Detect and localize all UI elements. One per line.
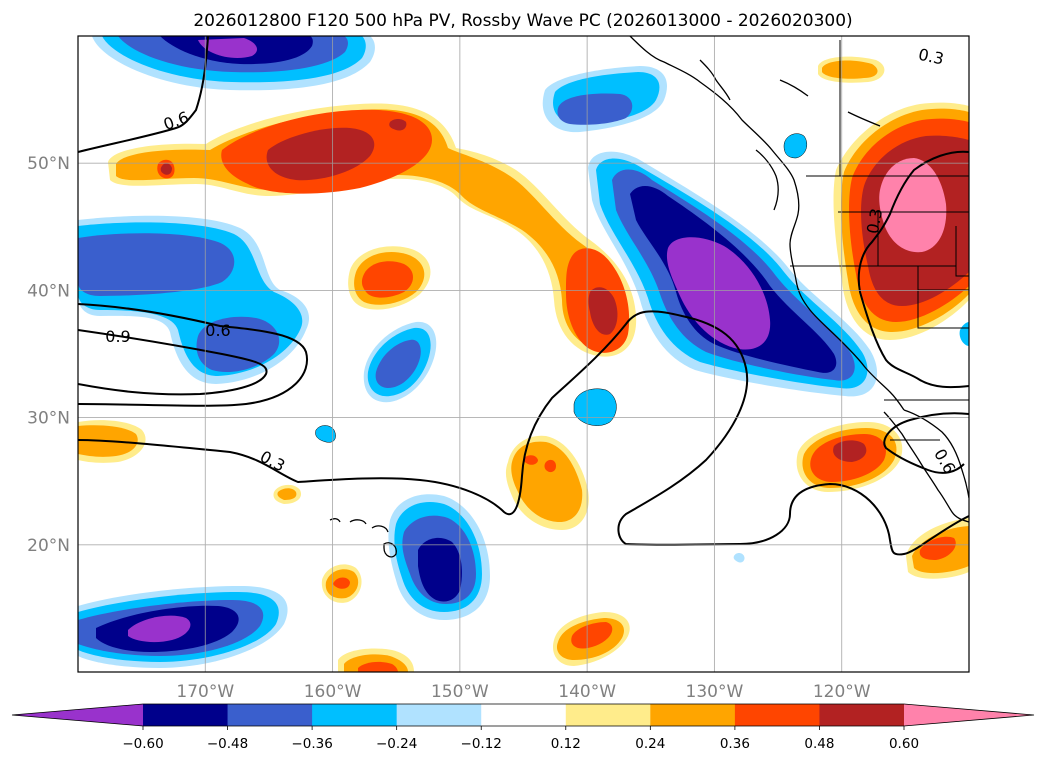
lat-tick-label: 50°N bbox=[27, 154, 70, 174]
colorbar-tick-label: −0.60 bbox=[122, 736, 163, 752]
pv-negative-small-2 bbox=[573, 388, 617, 426]
pv-negative-pacific-northwest bbox=[542, 66, 667, 133]
contour-label-0.3-northeast: 0.3 bbox=[917, 45, 946, 69]
colorbar-tick-label: 0.60 bbox=[889, 736, 919, 752]
pv-negative-west-central bbox=[78, 215, 310, 384]
lat-tick-label: 30°N bbox=[27, 409, 70, 429]
coastlines bbox=[329, 36, 969, 558]
colorbar-segment bbox=[396, 704, 482, 726]
pv-positive-central-small bbox=[348, 246, 431, 310]
pv-positive-small-spots bbox=[273, 484, 362, 603]
contour-label-0.6-west: 0.6 bbox=[205, 321, 230, 340]
colorbar-segment bbox=[227, 704, 313, 726]
latitude-tick-labels: 20°N 30°N 40°N 50°N bbox=[27, 154, 70, 556]
colorbar-segment bbox=[650, 704, 736, 726]
lon-tick-label: 130°W bbox=[686, 682, 744, 702]
lon-tick-label: 120°W bbox=[813, 682, 871, 702]
lon-tick-label: 160°W bbox=[304, 682, 362, 702]
colorbar: −0.60 −0.48 −0.36 −0.24 −0.12 0.12 0.24 0.36 0.4… bbox=[11, 703, 1035, 752]
pv-positive-south-central bbox=[552, 612, 630, 666]
map-panel: 0.6 0.9 0.6 0.3 0.3 0.3 0.6 bbox=[77, 35, 970, 673]
pv-negative-tiny bbox=[315, 425, 336, 443]
pv-positive-subtropical bbox=[505, 435, 589, 530]
pv-positive-alaska-spot bbox=[818, 56, 885, 83]
pv-positive-bottom-center bbox=[338, 648, 414, 672]
map-title: 2026012800 F120 500 hPa PV, Rossby Wave … bbox=[193, 11, 852, 31]
colorbar-segment bbox=[312, 704, 398, 726]
map-content: 0.6 0.9 0.6 0.3 0.3 0.3 0.6 bbox=[78, 36, 969, 672]
lat-tick-label: 20°N bbox=[27, 536, 70, 556]
gridlines bbox=[78, 36, 969, 672]
colorbar-tick-label: −0.12 bbox=[461, 736, 502, 752]
colorbar-tick-label: 0.36 bbox=[720, 736, 750, 752]
lon-tick-label: 140°W bbox=[558, 682, 616, 702]
contour-label-0.9: 0.9 bbox=[105, 327, 130, 346]
pv-negative-dot bbox=[733, 553, 745, 563]
colorbar-segment bbox=[143, 704, 229, 726]
colorbar-segment bbox=[481, 704, 567, 726]
lon-tick-label: 170°W bbox=[176, 682, 234, 702]
colorbar-tick-label: −0.48 bbox=[207, 736, 248, 752]
pv-positive-ridge-east bbox=[833, 102, 969, 340]
pv-negative-central-small bbox=[363, 321, 437, 403]
pv-positive-baja bbox=[796, 422, 903, 492]
contour-label-0.3-ridge: 0.3 bbox=[863, 207, 886, 235]
colorbar-extend-low bbox=[12, 704, 143, 726]
pv-positive-ridge-band bbox=[108, 103, 637, 357]
colorbar-segment bbox=[819, 704, 905, 726]
pv-negative-top-left bbox=[92, 36, 375, 91]
colorbar-tick-label: −0.24 bbox=[376, 736, 417, 752]
pv-negative-small-inland bbox=[783, 133, 807, 159]
colorbar-tick-label: 0.48 bbox=[804, 736, 834, 752]
colorbar-extend-high bbox=[904, 704, 1034, 726]
colorbar-tick-label: 0.24 bbox=[635, 736, 665, 752]
colorbar-tick-label: −0.36 bbox=[291, 736, 332, 752]
pv-negative-main-trough bbox=[588, 151, 878, 397]
longitude-tick-labels: 170°W 160°W 150°W 140°W 130°W 120°W bbox=[176, 682, 870, 702]
colorbar-segment bbox=[734, 704, 820, 726]
colorbar-tick-label: 0.12 bbox=[551, 736, 581, 752]
pv-negative-bottom-left bbox=[78, 586, 288, 668]
colorbar-segment bbox=[565, 704, 651, 726]
pv-positive-southeast bbox=[906, 518, 969, 579]
pc-contours bbox=[78, 36, 969, 556]
map-frame bbox=[77, 35, 970, 673]
lon-tick-label: 150°W bbox=[431, 682, 489, 702]
lat-tick-label: 40°N bbox=[27, 281, 70, 301]
